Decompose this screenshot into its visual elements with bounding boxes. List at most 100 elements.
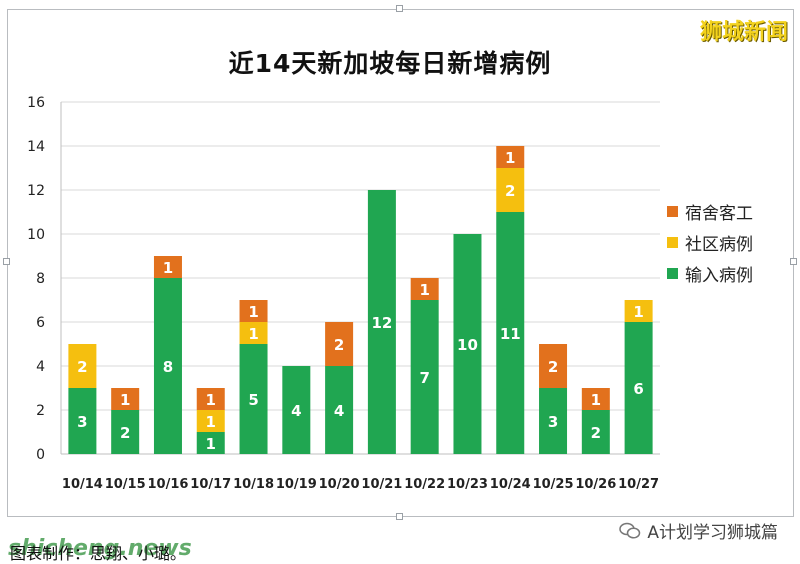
legend-item-dorm: 宿舍客工 <box>667 196 753 227</box>
data-label-dorm: 1 <box>120 391 130 409</box>
legend-item-community: 社区病例 <box>667 227 753 258</box>
bar-dorm <box>111 388 140 410</box>
bar-community <box>496 168 525 212</box>
bar-dorm <box>153 256 182 278</box>
bar-imported <box>453 234 482 454</box>
data-label-imported: 1 <box>206 435 216 453</box>
bar-community <box>196 410 225 432</box>
bar-imported <box>367 190 396 454</box>
bar-community <box>624 300 653 322</box>
resize-handle-top[interactable] <box>396 5 403 12</box>
data-label-imported: 4 <box>334 402 344 420</box>
data-label-dorm: 1 <box>505 149 515 167</box>
legend-swatch-community <box>667 237 678 248</box>
chart-legend: 宿舍客工 社区病例 输入病例 <box>667 196 753 289</box>
x-tick-label: 10/21 <box>361 477 402 492</box>
bar-dorm <box>325 322 354 366</box>
chart-title: 近14天新加坡每日新增病例 <box>228 49 552 78</box>
data-label-imported: 6 <box>633 380 643 398</box>
bar-imported <box>581 410 610 454</box>
data-label-imported: 12 <box>371 314 392 332</box>
chart-credit: 图表制作：思翔、小璐。 <box>10 544 187 563</box>
data-label-imported: 5 <box>248 391 258 409</box>
data-label-dorm: 1 <box>419 281 429 299</box>
legend-label-dorm: 宿舍客工 <box>685 204 753 224</box>
x-tick-label: 10/17 <box>190 477 231 492</box>
bar-dorm <box>581 388 610 410</box>
y-tick-label: 10 <box>27 227 45 243</box>
x-tick-label: 10/22 <box>404 477 445 492</box>
y-tick-label: 4 <box>36 359 45 375</box>
data-label-imported: 4 <box>291 402 301 420</box>
data-label-imported: 10 <box>457 336 478 354</box>
x-tick-label: 10/18 <box>233 477 274 492</box>
y-tick-label: 12 <box>27 183 45 199</box>
bar-imported <box>496 212 525 454</box>
bar-imported <box>239 344 268 454</box>
bar-dorm <box>196 388 225 410</box>
bar-imported <box>68 388 97 454</box>
data-label-imported: 7 <box>419 369 429 387</box>
x-tick-label: 10/24 <box>490 477 531 492</box>
y-tick-label: 8 <box>36 271 45 287</box>
stacked-bar-chart: 02468101214163210/142110/158110/1611110/… <box>27 95 660 492</box>
data-label-community: 2 <box>77 358 87 376</box>
wechat-account: A计划学习狮城篇 <box>619 518 778 543</box>
data-label-dorm: 1 <box>248 303 258 321</box>
data-label-dorm: 2 <box>334 336 344 354</box>
legend-swatch-dorm <box>667 206 678 217</box>
x-tick-label: 10/26 <box>575 477 616 492</box>
data-label-imported: 2 <box>591 424 601 442</box>
bar-dorm <box>496 146 525 168</box>
data-label-dorm: 1 <box>206 391 216 409</box>
data-label-community: 2 <box>505 182 515 200</box>
data-label-community: 1 <box>206 413 216 431</box>
bar-imported <box>624 322 653 454</box>
resize-handle-right[interactable] <box>790 258 797 265</box>
x-tick-label: 10/16 <box>147 477 188 492</box>
bar-imported <box>539 388 568 454</box>
x-tick-label: 10/19 <box>276 477 317 492</box>
legend-swatch-imported <box>667 268 678 279</box>
resize-handle-bottom[interactable] <box>396 513 403 520</box>
bar-imported <box>111 410 140 454</box>
data-label-dorm: 1 <box>591 391 601 409</box>
bar-imported <box>153 278 182 454</box>
resize-handle-left[interactable] <box>3 258 10 265</box>
data-label-imported: 2 <box>120 424 130 442</box>
x-tick-label: 10/27 <box>618 477 659 492</box>
wechat-icon <box>619 522 641 540</box>
data-label-community: 1 <box>633 303 643 321</box>
bar-dorm <box>410 278 439 300</box>
x-tick-label: 10/14 <box>62 477 103 492</box>
bar-dorm <box>239 300 268 322</box>
x-tick-label: 10/20 <box>319 477 360 492</box>
y-tick-label: 16 <box>27 95 45 111</box>
watermark: shicheng.news <box>8 536 192 561</box>
data-label-community: 1 <box>248 325 258 343</box>
bar-imported <box>410 300 439 454</box>
data-label-dorm: 2 <box>548 358 558 376</box>
y-tick-label: 2 <box>36 403 45 419</box>
bar-imported <box>325 366 354 454</box>
bar-dorm <box>539 344 568 388</box>
brand-logo: 狮城新闻 <box>699 20 788 45</box>
x-tick-label: 10/25 <box>533 477 574 492</box>
y-tick-label: 14 <box>27 139 45 155</box>
bar-imported <box>282 366 311 454</box>
legend-item-imported: 输入病例 <box>667 258 753 289</box>
bar-imported <box>196 432 225 454</box>
data-label-imported: 3 <box>548 413 558 431</box>
data-label-dorm: 1 <box>163 259 173 277</box>
data-label-imported: 3 <box>77 413 87 431</box>
wechat-account-name: A计划学习狮城篇 <box>647 523 778 543</box>
x-tick-label: 10/15 <box>105 477 146 492</box>
y-tick-label: 6 <box>36 315 45 331</box>
data-label-imported: 8 <box>163 358 173 376</box>
legend-label-imported: 输入病例 <box>685 266 753 286</box>
y-tick-label: 0 <box>36 447 45 463</box>
bar-community <box>68 344 97 388</box>
legend-label-community: 社区病例 <box>685 235 753 255</box>
x-tick-label: 10/23 <box>447 477 488 492</box>
data-label-imported: 11 <box>500 325 521 343</box>
